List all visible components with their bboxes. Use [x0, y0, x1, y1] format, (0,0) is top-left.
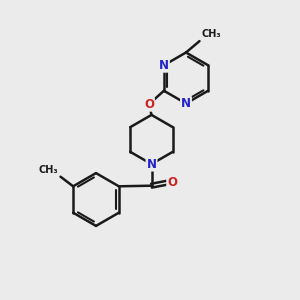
Text: N: N	[159, 59, 169, 72]
Text: O: O	[167, 176, 177, 189]
Text: N: N	[181, 97, 191, 110]
Text: O: O	[144, 98, 154, 111]
Text: N: N	[146, 158, 157, 171]
Text: CH₃: CH₃	[38, 165, 58, 175]
Text: CH₃: CH₃	[202, 29, 221, 39]
